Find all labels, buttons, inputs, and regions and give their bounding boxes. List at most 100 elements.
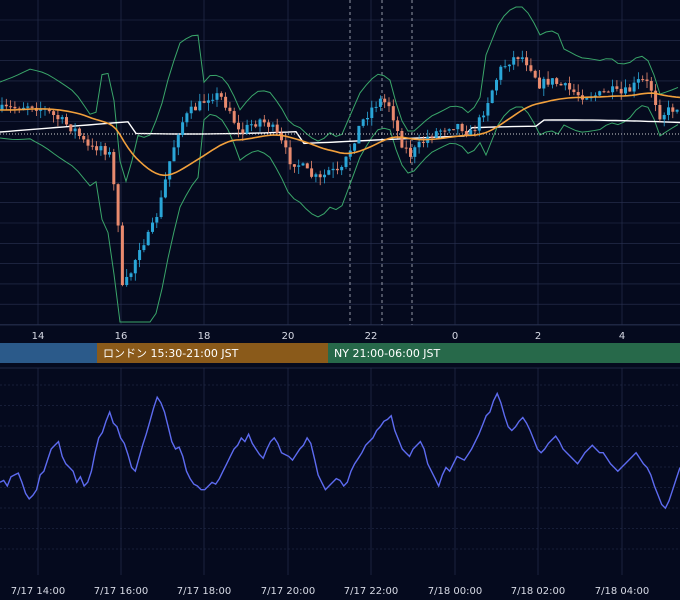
candle-body — [649, 81, 653, 91]
candle-body — [400, 130, 404, 148]
main-x-tick-label: 22 — [365, 331, 378, 342]
candle-body — [181, 122, 185, 135]
candle-body — [138, 250, 142, 261]
osc-x-tick-label: 7/18 02:00 — [511, 586, 565, 597]
candle-body — [387, 102, 391, 107]
candle-body — [280, 132, 283, 141]
candle-body — [430, 136, 434, 138]
session-label-ny: NY 21:00-06:00 JST — [334, 347, 441, 360]
main-x-tick-label: 20 — [282, 331, 295, 342]
candle-body — [77, 128, 81, 137]
candle-body — [9, 106, 13, 108]
candle-body — [507, 64, 511, 67]
candle-body — [632, 82, 636, 92]
candle-body — [125, 276, 129, 286]
candle-body — [370, 107, 374, 118]
candle-body — [473, 130, 477, 132]
candle-body — [335, 168, 339, 171]
candle-body — [529, 65, 533, 71]
candle-body — [417, 141, 421, 148]
candle-body — [198, 101, 202, 111]
candle-body — [211, 99, 215, 101]
candle-body — [490, 90, 494, 104]
candle-body — [172, 147, 176, 162]
candle-body — [533, 70, 537, 78]
candle-body — [499, 66, 503, 80]
candle-body — [267, 122, 271, 127]
candle-body — [116, 184, 120, 226]
candle-body — [525, 57, 529, 66]
candle-body — [520, 57, 524, 60]
candle-body — [26, 106, 30, 108]
osc-x-tick-label: 7/17 14:00 — [11, 586, 65, 597]
oscillator-line — [0, 391, 680, 510]
candle-body — [413, 147, 417, 157]
candle-body — [645, 79, 649, 82]
candle-body — [572, 89, 576, 93]
candle-body — [112, 152, 116, 185]
candle-body — [538, 77, 541, 89]
candle-body — [447, 129, 451, 131]
candle-body — [353, 143, 357, 151]
candle-body — [284, 140, 288, 148]
candle-body — [396, 120, 400, 131]
candle-body — [4, 104, 8, 107]
candle-body — [546, 78, 550, 85]
ma-white-line — [0, 119, 680, 145]
candle-body — [103, 146, 107, 155]
main-x-tick-label: 18 — [198, 331, 211, 342]
candle-body — [615, 86, 619, 89]
candle-body — [568, 83, 572, 90]
candle-body — [391, 106, 395, 121]
candle-body — [60, 117, 64, 120]
bollinger-upper-line — [0, 6, 679, 184]
candle-body — [108, 152, 111, 155]
candle-body — [271, 124, 275, 127]
candle-body — [151, 222, 154, 232]
candle-body — [39, 109, 43, 111]
candle-body — [129, 273, 133, 277]
session-block-tokyo — [0, 343, 97, 363]
candle-body — [443, 130, 447, 132]
candle-body — [275, 124, 279, 133]
candle-body — [667, 107, 670, 116]
candle-body — [628, 87, 632, 92]
candle-body — [611, 86, 615, 93]
candle-body — [331, 168, 335, 171]
candle-body — [202, 101, 206, 103]
candle-body — [219, 93, 223, 97]
main-x-tick-label: 2 — [535, 331, 541, 342]
candle-body — [0, 104, 4, 110]
candle-body — [318, 174, 322, 178]
candle-body — [288, 147, 292, 165]
candle-body — [323, 174, 326, 178]
candle-body — [305, 163, 309, 169]
candle-body — [95, 146, 99, 151]
candle-body — [641, 79, 645, 81]
candle-body — [486, 103, 490, 116]
candle-body — [185, 113, 189, 123]
candle-body — [163, 179, 167, 198]
candle-body — [516, 57, 520, 60]
candle-body — [675, 109, 679, 112]
candle-body — [495, 79, 498, 91]
candle-body — [421, 141, 425, 143]
candle-body — [13, 106, 17, 109]
candle-body — [258, 119, 262, 127]
candle-body — [503, 66, 507, 68]
main-x-tick-label: 0 — [452, 331, 458, 342]
candle-body — [456, 123, 460, 130]
session-label-london: ロンドン 15:30-21:00 JST — [103, 347, 239, 360]
candle-body — [482, 115, 486, 118]
osc-x-tick-label: 7/18 00:00 — [428, 586, 482, 597]
candle-body — [232, 111, 236, 123]
candle-body — [176, 134, 180, 148]
candle-body — [550, 78, 554, 85]
main-x-tick-label: 16 — [115, 331, 128, 342]
candle-body — [241, 129, 245, 134]
candle-body — [254, 124, 258, 127]
candle-body — [65, 117, 68, 125]
candle-body — [292, 164, 296, 167]
